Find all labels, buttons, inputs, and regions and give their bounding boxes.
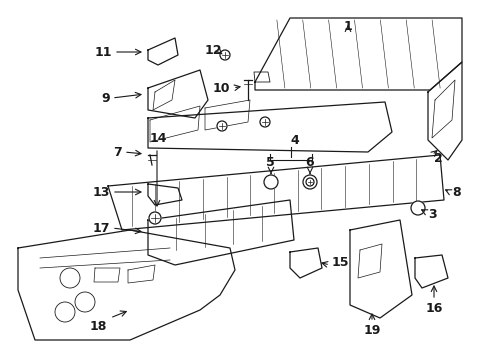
- Text: 4: 4: [290, 134, 299, 147]
- Circle shape: [303, 175, 316, 189]
- Text: 17: 17: [92, 221, 110, 234]
- Text: 9: 9: [101, 91, 110, 104]
- Text: 2: 2: [433, 152, 442, 165]
- Polygon shape: [153, 80, 175, 110]
- Text: 1: 1: [343, 20, 352, 33]
- Circle shape: [217, 121, 226, 131]
- Polygon shape: [414, 255, 447, 288]
- Text: 19: 19: [363, 324, 380, 337]
- Polygon shape: [204, 100, 249, 130]
- Text: 18: 18: [89, 320, 106, 333]
- Polygon shape: [349, 220, 411, 318]
- Text: 12: 12: [204, 44, 222, 57]
- Circle shape: [264, 175, 278, 189]
- Polygon shape: [148, 200, 293, 265]
- Polygon shape: [148, 102, 391, 152]
- Polygon shape: [94, 268, 120, 282]
- Text: 5: 5: [265, 156, 274, 169]
- Text: 14: 14: [150, 132, 167, 145]
- Polygon shape: [254, 18, 461, 90]
- Polygon shape: [431, 80, 454, 138]
- Polygon shape: [148, 38, 178, 65]
- Text: 11: 11: [94, 45, 112, 59]
- Circle shape: [260, 117, 269, 127]
- Polygon shape: [128, 265, 155, 283]
- Circle shape: [410, 201, 424, 215]
- Text: 8: 8: [451, 185, 460, 198]
- Circle shape: [305, 178, 313, 186]
- Text: 10: 10: [212, 81, 229, 95]
- Text: 6: 6: [305, 156, 314, 169]
- Polygon shape: [150, 106, 200, 142]
- Polygon shape: [108, 155, 443, 230]
- Polygon shape: [148, 184, 182, 205]
- Text: 7: 7: [113, 145, 122, 158]
- Text: 3: 3: [427, 207, 436, 220]
- Circle shape: [220, 50, 229, 60]
- Polygon shape: [427, 62, 461, 160]
- Text: 13: 13: [92, 185, 110, 198]
- Text: 15: 15: [331, 256, 349, 269]
- Circle shape: [55, 302, 75, 322]
- Circle shape: [60, 268, 80, 288]
- Text: 16: 16: [425, 302, 442, 315]
- Polygon shape: [148, 70, 207, 118]
- Polygon shape: [253, 72, 269, 82]
- Polygon shape: [18, 230, 235, 340]
- Polygon shape: [357, 244, 381, 278]
- Circle shape: [149, 212, 161, 224]
- Polygon shape: [289, 248, 321, 278]
- Circle shape: [75, 292, 95, 312]
